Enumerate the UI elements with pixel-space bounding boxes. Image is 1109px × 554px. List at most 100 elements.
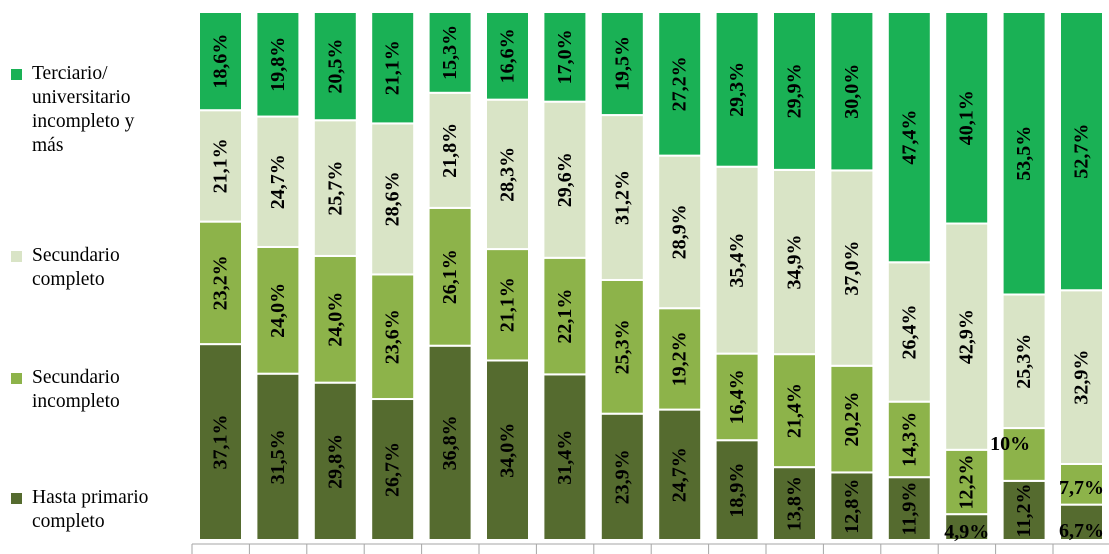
data-label-7-1: 25,3% — [611, 319, 633, 374]
data-label-10-0: 13,8% — [784, 476, 806, 531]
data-label-15-0: 6,7% — [1059, 520, 1104, 542]
data-label-8-3: 27,2% — [669, 56, 691, 111]
data-label-2-0: 29,8% — [324, 434, 346, 489]
bar-segment-0-0 — [198, 343, 243, 541]
data-label-13-2: 42,9% — [956, 309, 978, 364]
bar-segment-9-0 — [714, 439, 760, 542]
bar-segment-4-3 — [427, 11, 473, 94]
bar-segment-8-2 — [657, 154, 703, 310]
bar-segment-15-0 — [1059, 503, 1104, 541]
data-label-4-0: 36,8% — [439, 415, 461, 470]
bar-segment-8-0 — [657, 408, 703, 542]
data-label-4-3: 15,3% — [439, 25, 461, 80]
data-label-14-3: 53,5% — [1013, 126, 1035, 181]
data-label-5-0: 34,0% — [497, 423, 519, 478]
bar-segment-9-2 — [714, 165, 760, 355]
bar-segment-4-0 — [427, 344, 473, 542]
data-label-13-0: 4,9% — [944, 521, 989, 543]
bar-segment-10-3 — [772, 11, 817, 171]
data-label-7-2: 31,2% — [611, 170, 633, 225]
legend-swatch-secundario-completo — [11, 251, 22, 262]
data-label-12-1: 14,3% — [898, 412, 920, 467]
bar-segment-1-1 — [255, 245, 301, 375]
data-label-10-1: 21,4% — [784, 383, 806, 438]
bar-segment-7-2 — [599, 114, 645, 281]
data-label-13-3: 40,1% — [956, 90, 978, 145]
bar-segment-0-3 — [198, 11, 243, 112]
data-label-9-0: 18,9% — [726, 463, 748, 518]
data-label-14-0: 11,2% — [1013, 483, 1035, 537]
data-label-6-3: 17,0% — [554, 29, 576, 84]
data-label-7-3: 19,5% — [611, 36, 633, 91]
bar-segment-14-3 — [1001, 11, 1047, 296]
data-label-10-3: 29,9% — [784, 63, 806, 118]
bar-segment-3-2 — [370, 122, 416, 276]
bar-segment-15-1 — [1059, 462, 1104, 506]
data-label-14-1: 10% — [990, 433, 1030, 455]
data-label-7-0: 23,9% — [611, 449, 633, 504]
bar-segment-2-3 — [312, 11, 358, 122]
data-label-6-2: 29,6% — [554, 152, 576, 207]
legend-label-secundario-incompleto: Secundario incompleto — [32, 367, 120, 412]
data-label-1-1: 24,0% — [267, 283, 289, 338]
data-label-2-3: 20,5% — [324, 39, 346, 94]
bar-segment-15-2 — [1059, 289, 1104, 465]
bar-segment-3-3 — [370, 11, 416, 125]
data-label-12-3: 47,4% — [898, 110, 920, 165]
bar-segment-11-1 — [829, 364, 875, 474]
bar-segment-15-3 — [1059, 11, 1104, 292]
bar-segment-10-2 — [772, 168, 817, 356]
data-label-15-1: 7,7% — [1059, 477, 1104, 499]
data-label-1-0: 31,5% — [267, 429, 289, 484]
bar-segment-5-0 — [485, 359, 530, 542]
bar-segment-1-2 — [255, 115, 301, 248]
data-label-11-2: 37,0% — [841, 241, 863, 296]
bar-segment-11-2 — [829, 169, 875, 367]
data-label-13-1: 12,2% — [956, 454, 978, 509]
bar-segment-13-0 — [944, 513, 990, 542]
data-label-6-1: 22,1% — [554, 289, 576, 344]
data-label-5-2: 28,3% — [497, 147, 519, 202]
legend-swatch-hasta-primario — [11, 493, 22, 504]
bar-segment-1-0 — [255, 372, 301, 541]
bar-segment-3-0 — [370, 398, 416, 541]
bar-segment-5-1 — [485, 248, 530, 362]
data-label-6-0: 31,4% — [554, 430, 576, 485]
legend-label-secundario-completo: Secundario completo — [32, 245, 120, 290]
data-label-5-1: 21,1% — [497, 277, 519, 332]
data-label-3-3: 21,1% — [382, 40, 404, 95]
bar-segment-12-0 — [886, 476, 932, 541]
data-label-12-0: 11,9% — [898, 482, 920, 536]
data-label-3-2: 28,6% — [382, 171, 404, 226]
data-label-3-0: 26,7% — [382, 442, 404, 497]
data-label-1-3: 19,8% — [267, 37, 289, 92]
bar-segment-14-0 — [1001, 479, 1047, 542]
data-label-0-3: 18,6% — [210, 34, 232, 89]
bar-segment-13-1 — [944, 448, 990, 516]
bar-segment-4-2 — [427, 91, 473, 209]
bar-segment-1-3 — [255, 11, 301, 118]
data-label-5-3: 16,6% — [497, 28, 519, 83]
bar-segment-4-1 — [427, 206, 473, 347]
data-label-12-2: 26,4% — [898, 304, 920, 359]
data-label-8-2: 28,9% — [669, 204, 691, 259]
data-label-3-1: 23,6% — [382, 309, 404, 364]
bar-segment-2-2 — [312, 119, 358, 257]
bar-segment-0-2 — [198, 109, 243, 223]
legend-swatch-secundario-incompleto — [11, 373, 22, 384]
bar-segment-10-0 — [772, 466, 817, 541]
bar-segment-8-3 — [657, 11, 703, 157]
data-label-0-1: 23,2% — [210, 255, 232, 310]
bar-segment-3-1 — [370, 273, 416, 401]
bar-segment-0-1 — [198, 220, 243, 346]
legend-label-terciario: Terciario/ universitario incompleto y má… — [32, 63, 135, 156]
data-label-9-3: 29,3% — [726, 62, 748, 117]
data-label-8-1: 19,2% — [669, 331, 691, 386]
bar-segment-6-1 — [542, 256, 588, 376]
data-label-0-0: 37,1% — [210, 415, 232, 470]
data-label-8-0: 24,7% — [669, 447, 691, 502]
data-label-1-2: 24,7% — [267, 154, 289, 209]
data-label-4-1: 26,1% — [439, 249, 461, 304]
data-label-2-2: 25,7% — [324, 161, 346, 216]
